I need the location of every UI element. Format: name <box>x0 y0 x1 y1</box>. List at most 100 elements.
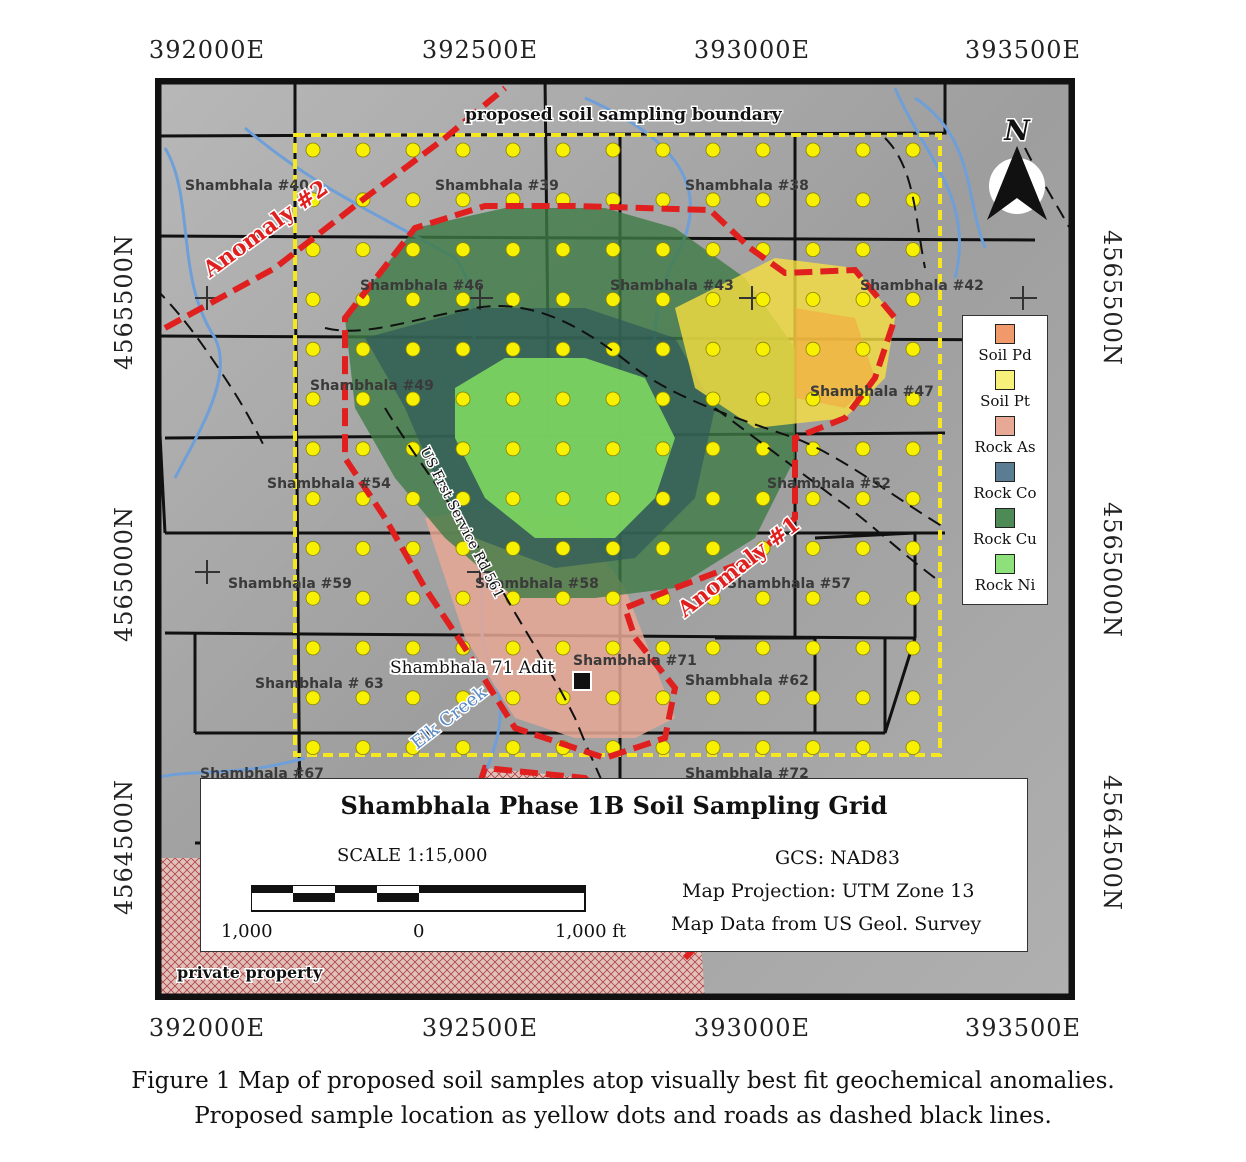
legend-item-soil-pd: Soil Pd <box>963 324 1047 364</box>
sample-dot <box>705 441 721 457</box>
sample-dot <box>605 341 621 357</box>
sample-dot <box>505 441 521 457</box>
sample-dot <box>405 491 421 507</box>
sample-dot <box>455 242 471 258</box>
sample-dot <box>705 391 721 407</box>
sample-dot <box>505 640 521 656</box>
legend-item-soil-pt: Soil Pt <box>963 370 1047 410</box>
sample-dot <box>855 441 871 457</box>
parcel-label-58: Shambhala #58 <box>475 576 599 592</box>
sample-dot <box>905 590 921 606</box>
sample-dot <box>755 391 771 407</box>
sample-dot <box>355 242 371 258</box>
sample-dot <box>455 491 471 507</box>
sample-dot <box>705 291 721 307</box>
caption-line-2: Proposed sample location as yellow dots … <box>194 1103 1052 1129</box>
sample-dot <box>505 491 521 507</box>
legend-item-rock-cu: Rock Cu <box>963 508 1047 548</box>
sample-dot <box>855 341 871 357</box>
parcel-label-63: Shambhala # 63 <box>255 676 384 692</box>
sample-dot-grid <box>305 142 921 755</box>
sample-dot <box>655 142 671 158</box>
sample-dot <box>305 291 321 307</box>
sample-dot <box>305 242 321 258</box>
coord-bottom-393000: 393000E <box>693 1014 811 1042</box>
sample-dot <box>505 391 521 407</box>
sample-dot <box>455 441 471 457</box>
adit-label: Shambhala 71 Adit <box>390 658 554 678</box>
coord-left-4565000: 4565000N <box>110 506 138 642</box>
sample-dot <box>655 441 671 457</box>
caption-line-1: Figure 1 Map of proposed soil samples at… <box>131 1068 1115 1094</box>
sample-dot <box>355 590 371 606</box>
sample-dot <box>405 192 421 208</box>
sample-dot <box>505 291 521 307</box>
sample-dot <box>905 690 921 706</box>
sample-dot <box>405 540 421 556</box>
sample-dot <box>905 341 921 357</box>
parcel-label-59: Shambhala #59 <box>228 576 352 592</box>
sample-dot <box>705 740 721 755</box>
coord-bottom-392000: 392000E <box>148 1014 266 1042</box>
sample-dot <box>655 341 671 357</box>
sample-dot <box>355 441 371 457</box>
parcel-label-49: Shambhala #49 <box>310 378 434 394</box>
coord-top-392500: 392500E <box>421 36 539 64</box>
legend-item-rock-as: Rock As <box>963 416 1047 456</box>
coord-top-393500: 393500E <box>964 36 1082 64</box>
legend-swatch-soil-pd <box>995 324 1015 344</box>
sample-dot <box>805 690 821 706</box>
road-lines <box>155 137 1075 859</box>
sample-dot <box>605 142 621 158</box>
sample-dot <box>605 491 621 507</box>
sample-dot <box>305 391 321 407</box>
legend-swatch-rock-ni <box>995 554 1015 574</box>
sample-dot <box>605 690 621 706</box>
parcel-label-71: Shambhala #71 <box>573 653 697 669</box>
coord-right-4565500: 4565500N <box>1098 230 1126 366</box>
sample-dot <box>305 341 321 357</box>
parcel-label-39: Shambhala #39 <box>435 178 559 194</box>
anomaly-1-outline <box>342 203 899 762</box>
legend-swatch-rock-co <box>995 462 1015 482</box>
map-border <box>155 78 1075 1000</box>
parcel-label-43: Shambhala #43 <box>610 278 734 294</box>
sample-dot <box>805 142 821 158</box>
sample-dot <box>355 341 371 357</box>
parcel-label-62: Shambhala #62 <box>685 673 809 689</box>
sample-dot <box>455 540 471 556</box>
sample-dot <box>855 192 871 208</box>
sample-dot <box>355 740 371 755</box>
sample-dot <box>605 242 621 258</box>
sample-dot <box>305 491 321 507</box>
sample-dot <box>355 690 371 706</box>
sample-dot <box>455 192 471 208</box>
sample-dot <box>305 740 321 755</box>
sample-dot <box>905 740 921 755</box>
adit-marker <box>572 671 592 691</box>
parcel-label-42: Shambhala #42 <box>860 278 984 294</box>
scale-bar <box>251 885 586 912</box>
sample-dot <box>905 640 921 656</box>
map-frame[interactable]: Shambhala #40 Shambhala #39 Shambhala #3… <box>155 78 1075 1000</box>
sample-dot <box>755 590 771 606</box>
coord-right-4565000: 4565000N <box>1098 502 1126 638</box>
parcel-label-46: Shambhala #46 <box>360 278 484 294</box>
sample-dot <box>755 142 771 158</box>
sample-dot <box>805 391 821 407</box>
sample-dot <box>805 291 821 307</box>
sample-dot <box>705 540 721 556</box>
sample-dot <box>555 640 571 656</box>
map-canvas[interactable]: Shambhala #40 Shambhala #39 Shambhala #3… <box>155 78 1075 1000</box>
sample-dot <box>655 740 671 755</box>
sample-dot <box>505 242 521 258</box>
sample-dot <box>305 640 321 656</box>
sample-dot <box>555 690 571 706</box>
parcel-label-38: Shambhala #38 <box>685 178 809 194</box>
figure-caption: Figure 1 Map of proposed soil samples at… <box>0 1064 1246 1134</box>
sample-dot <box>555 590 571 606</box>
sample-dot <box>455 341 471 357</box>
sample-dot <box>705 640 721 656</box>
projection-label: Map Projection: UTM Zone 13 <box>682 880 975 902</box>
sample-dot <box>755 690 771 706</box>
